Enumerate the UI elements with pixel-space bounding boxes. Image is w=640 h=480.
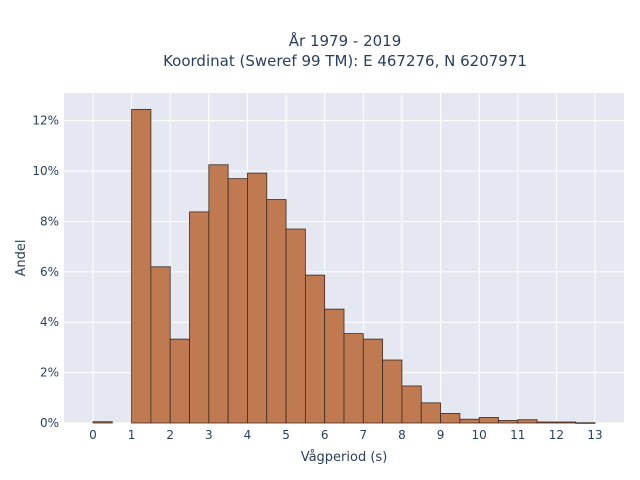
x-tick-label: 6 <box>321 428 329 442</box>
histogram-bar <box>285 228 306 424</box>
x-tick-label: 4 <box>244 428 252 442</box>
x-tick-label: 1 <box>128 428 136 442</box>
x-tick-label: 10 <box>472 428 487 442</box>
x-tick-label: 9 <box>437 428 445 442</box>
y-tick-label: 6% <box>40 265 59 279</box>
histogram-bar <box>382 359 403 424</box>
histogram-bar <box>420 402 441 424</box>
y-tick-label: 10% <box>32 164 59 178</box>
x-tick-label: 8 <box>398 428 406 442</box>
histogram-bar <box>517 419 538 424</box>
histogram-bar <box>575 422 596 424</box>
histogram-bar <box>478 417 499 424</box>
histogram-bar <box>266 199 287 424</box>
y-tick-label: 12% <box>32 114 59 128</box>
chart-title: År 1979 - 2019 <box>289 31 402 50</box>
y-tick-label: 4% <box>40 315 59 329</box>
y-tick-label: 0% <box>40 416 59 430</box>
bars <box>92 108 596 424</box>
histogram-bar <box>92 421 113 424</box>
histogram-bar <box>247 172 268 424</box>
histogram-bar <box>227 178 248 424</box>
chart-subtitle: Koordinat (Sweref 99 TM): E 467276, N 62… <box>163 52 527 70</box>
y-axis-label: Andel <box>14 240 29 277</box>
histogram-bar <box>150 266 171 424</box>
y-tick-label: 8% <box>40 214 59 228</box>
x-axis-label: Vågperiod (s) <box>301 450 388 465</box>
histogram-bar <box>498 420 519 424</box>
histogram-bar <box>324 308 345 424</box>
y-axis-ticks: 0% 2% 4% 6% 8% 10% 12% <box>32 114 59 430</box>
x-tick-label: 5 <box>282 428 290 442</box>
x-tick-label: 2 <box>166 428 174 442</box>
x-tick-label: 0 <box>89 428 97 442</box>
histogram-bar <box>536 421 557 424</box>
histogram-bar <box>131 108 152 424</box>
histogram-bar <box>304 274 326 424</box>
x-tick-label: 13 <box>587 428 602 442</box>
histogram-bar <box>459 418 480 424</box>
y-tick-label: 2% <box>40 366 59 380</box>
histogram-bar <box>401 385 422 424</box>
histogram-bar <box>189 211 210 424</box>
histogram-bar <box>169 338 190 424</box>
histogram-bar <box>362 338 384 424</box>
x-tick-label: 11 <box>510 428 525 442</box>
x-tick-label: 12 <box>549 428 564 442</box>
x-tick-label: 3 <box>205 428 213 442</box>
x-axis-ticks: 0 1 2 3 4 5 6 7 8 9 10 11 12 13 <box>89 428 603 442</box>
x-tick-label: 7 <box>359 428 367 442</box>
histogram-bar <box>556 421 577 424</box>
histogram-bar <box>440 413 461 424</box>
histogram-bar <box>208 164 229 424</box>
histogram-bar <box>343 333 364 424</box>
